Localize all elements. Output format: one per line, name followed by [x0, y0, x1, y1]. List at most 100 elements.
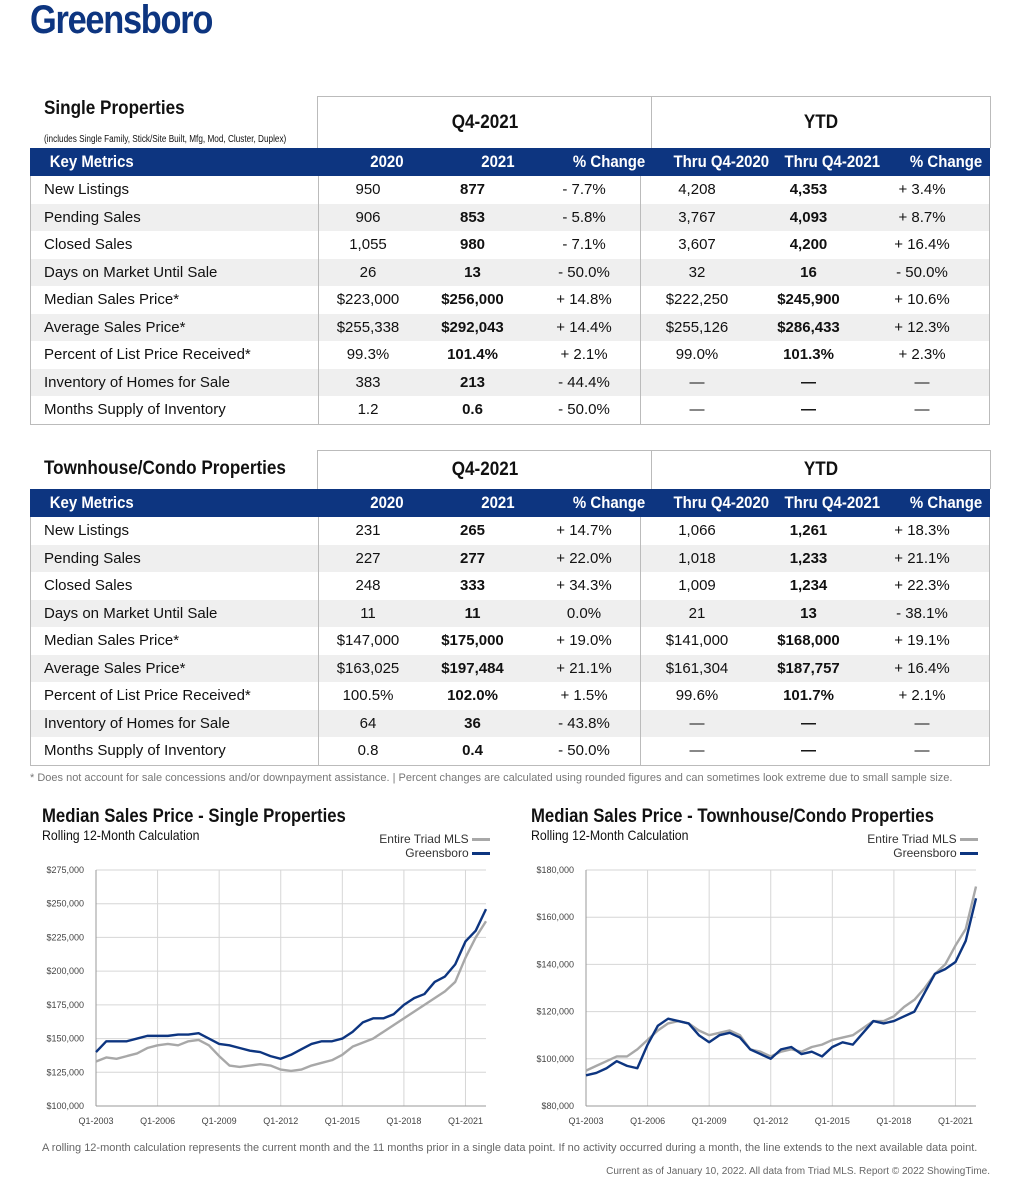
- x-tick-label: Q1-2009: [692, 1116, 727, 1126]
- table-cell: $175,000: [441, 632, 504, 649]
- table-row: New Listings 231 265 + 14.7% 1,066 1,261 + 18.…: [31, 517, 989, 545]
- table-cell: + 3.4%: [898, 181, 946, 198]
- table-cell: + 14.8%: [556, 291, 612, 308]
- table-cell: + 1.5%: [560, 687, 608, 704]
- section-title: Townhouse/Condo Properties: [44, 458, 286, 479]
- legend-item: Greensboro: [330, 846, 490, 860]
- table-cell: —: [914, 401, 930, 418]
- metric-label: Days on Market Until Sale: [44, 604, 218, 622]
- x-tick-label: Q1-2003: [568, 1116, 603, 1126]
- table-cell: + 21.1%: [894, 549, 950, 567]
- col-pct-change: % Change: [572, 152, 646, 171]
- table-cell: —: [914, 373, 930, 391]
- col-thru-q4-2020: Thru Q4-2020: [673, 152, 769, 171]
- y-tick-label: $100,000: [46, 1101, 84, 1111]
- table-header-band: Townhouse/Condo Properties Q4-2021 YTD: [30, 450, 991, 489]
- chart-legend: Entire Triad MLS Greensboro: [330, 832, 490, 860]
- chart-title: Median Sales Price - Townhouse/Condo Pro…: [531, 806, 934, 827]
- table-cell: - 7.1%: [562, 236, 606, 253]
- table-cell: $187,757: [777, 659, 840, 677]
- y-tick-label: $120,000: [536, 1007, 574, 1017]
- table-cell: —: [801, 373, 816, 391]
- metric-label: Average Sales Price*: [44, 659, 186, 677]
- table-cell: —: [640, 737, 753, 765]
- table-cell: $286,433: [777, 318, 840, 336]
- table-cell: 36: [464, 714, 481, 732]
- metric-label: Days on Market Until Sale: [44, 263, 218, 281]
- table-cell: + 19.1%: [894, 632, 950, 649]
- y-tick-label: $125,000: [46, 1067, 84, 1077]
- metric-label: Inventory of Homes for Sale: [44, 714, 230, 732]
- chart-title: Median Sales Price - Single Properties: [42, 806, 346, 827]
- table-cell: $292,043: [441, 318, 504, 336]
- table-cell: —: [640, 709, 753, 737]
- table-row: Average Sales Price* $255,338 $292,043 + 14…: [31, 313, 989, 341]
- metric-label: New Listings: [44, 181, 130, 198]
- table-row: Closed Sales 1,055 980 - 7.1% 3,607 4,200 + 16…: [31, 231, 989, 259]
- table-cell: —: [801, 401, 816, 418]
- column-header-row: Key Metrics 2020 2021 % Change Thru Q4-2…: [30, 489, 990, 517]
- table-row: Percent of List Price Received* 99.3% 101.…: [31, 341, 989, 369]
- table-cell: $245,900: [777, 291, 840, 308]
- table-cell: 1,261: [789, 522, 828, 539]
- table-row: Inventory of Homes for Sale 383 213 - 44.4%…: [31, 368, 989, 396]
- y-tick-label: $200,000: [46, 966, 84, 976]
- table-cell: - 50.0%: [558, 742, 610, 759]
- table-cell: 99.0%: [640, 341, 753, 369]
- table-cell: 100.5%: [318, 682, 417, 710]
- table-cell: - 50.0%: [558, 401, 610, 418]
- table-row: New Listings 950 877 - 7.7% 4,208 4,353 + 3.4%: [31, 176, 989, 204]
- y-tick-label: $175,000: [46, 1000, 84, 1010]
- table-cell: —: [801, 714, 816, 732]
- table-row: Median Sales Price* $147,000 $175,000 + 19.…: [31, 627, 989, 655]
- table-cell: 248: [318, 572, 417, 600]
- table-cell: 0.6: [462, 401, 483, 418]
- table-cell: 3,767: [640, 203, 753, 231]
- x-tick-label: Q1-2015: [325, 1116, 360, 1126]
- metric-label: New Listings: [44, 522, 130, 539]
- section-subtitle: (includes Single Family, Stick/Site Buil…: [44, 134, 287, 145]
- table-row: Days on Market Until Sale 11 11 0.0% 21 13 - 3…: [31, 599, 989, 627]
- col-2020: 2020: [369, 152, 404, 171]
- table-cell: 101.4%: [447, 346, 498, 363]
- x-tick-label: Q1-2021: [938, 1116, 973, 1126]
- y-tick-label: $100,000: [536, 1054, 574, 1064]
- townhouse-properties-table: Townhouse/Condo Properties Q4-2021 YTD K…: [30, 450, 991, 766]
- table-cell: —: [914, 742, 930, 759]
- townhouse-median-price-chart: $80,000 $100,000 $120,000 $140,000 $160,000 $…: [536, 865, 978, 1126]
- section-title: Single Properties: [44, 98, 185, 119]
- table-header-band: Single Properties (includes Single Famil…: [30, 96, 991, 148]
- metric-label: Median Sales Price*: [44, 632, 180, 649]
- table-cell: 277: [459, 549, 486, 567]
- table-cell: —: [914, 714, 930, 732]
- table-cell: + 18.3%: [894, 522, 950, 539]
- col-2021: 2021: [480, 152, 515, 171]
- table-cell: $222,250: [640, 286, 753, 314]
- table-cell: —: [640, 368, 753, 396]
- table-cell: —: [801, 742, 816, 759]
- table-row: Months Supply of Inventory 0.8 0.4 - 50.0% —…: [31, 737, 989, 765]
- col-ytd-pct-change: % Change: [909, 152, 983, 171]
- table-cell: 1,009: [640, 572, 753, 600]
- table-cell: 32: [640, 258, 753, 286]
- table-cell: 1,066: [640, 517, 753, 545]
- single-median-price-chart: $100,000 $125,000 $150,000 $175,000 $200,000…: [46, 865, 488, 1126]
- metric-label: Months Supply of Inventory: [44, 401, 226, 418]
- metric-label: Median Sales Price*: [44, 291, 180, 308]
- metric-label: Percent of List Price Received*: [44, 687, 251, 704]
- table-row: Average Sales Price* $163,025 $197,484 + 21…: [31, 654, 989, 682]
- x-tick-label: Q1-2021: [448, 1116, 483, 1126]
- table-cell: 16: [800, 263, 817, 281]
- table-row: Percent of List Price Received* 100.5% 102…: [31, 682, 989, 710]
- table-cell: + 14.4%: [556, 318, 612, 336]
- col-key-metrics: Key Metrics: [49, 493, 134, 512]
- table-cell: $255,338: [318, 313, 417, 341]
- table-cell: $141,000: [640, 627, 753, 655]
- series-line: [585, 886, 978, 1072]
- table-cell: 13: [464, 263, 481, 281]
- table-cell: + 2.1%: [560, 346, 608, 363]
- table-row: Closed Sales 248 333 + 34.3% 1,009 1,234 + 22.…: [31, 572, 989, 600]
- table-row: Months Supply of Inventory 1.2 0.6 - 50.0% —…: [31, 396, 989, 424]
- metric-label: Pending Sales: [44, 208, 141, 226]
- col-ytd-pct-change: % Change: [909, 493, 983, 512]
